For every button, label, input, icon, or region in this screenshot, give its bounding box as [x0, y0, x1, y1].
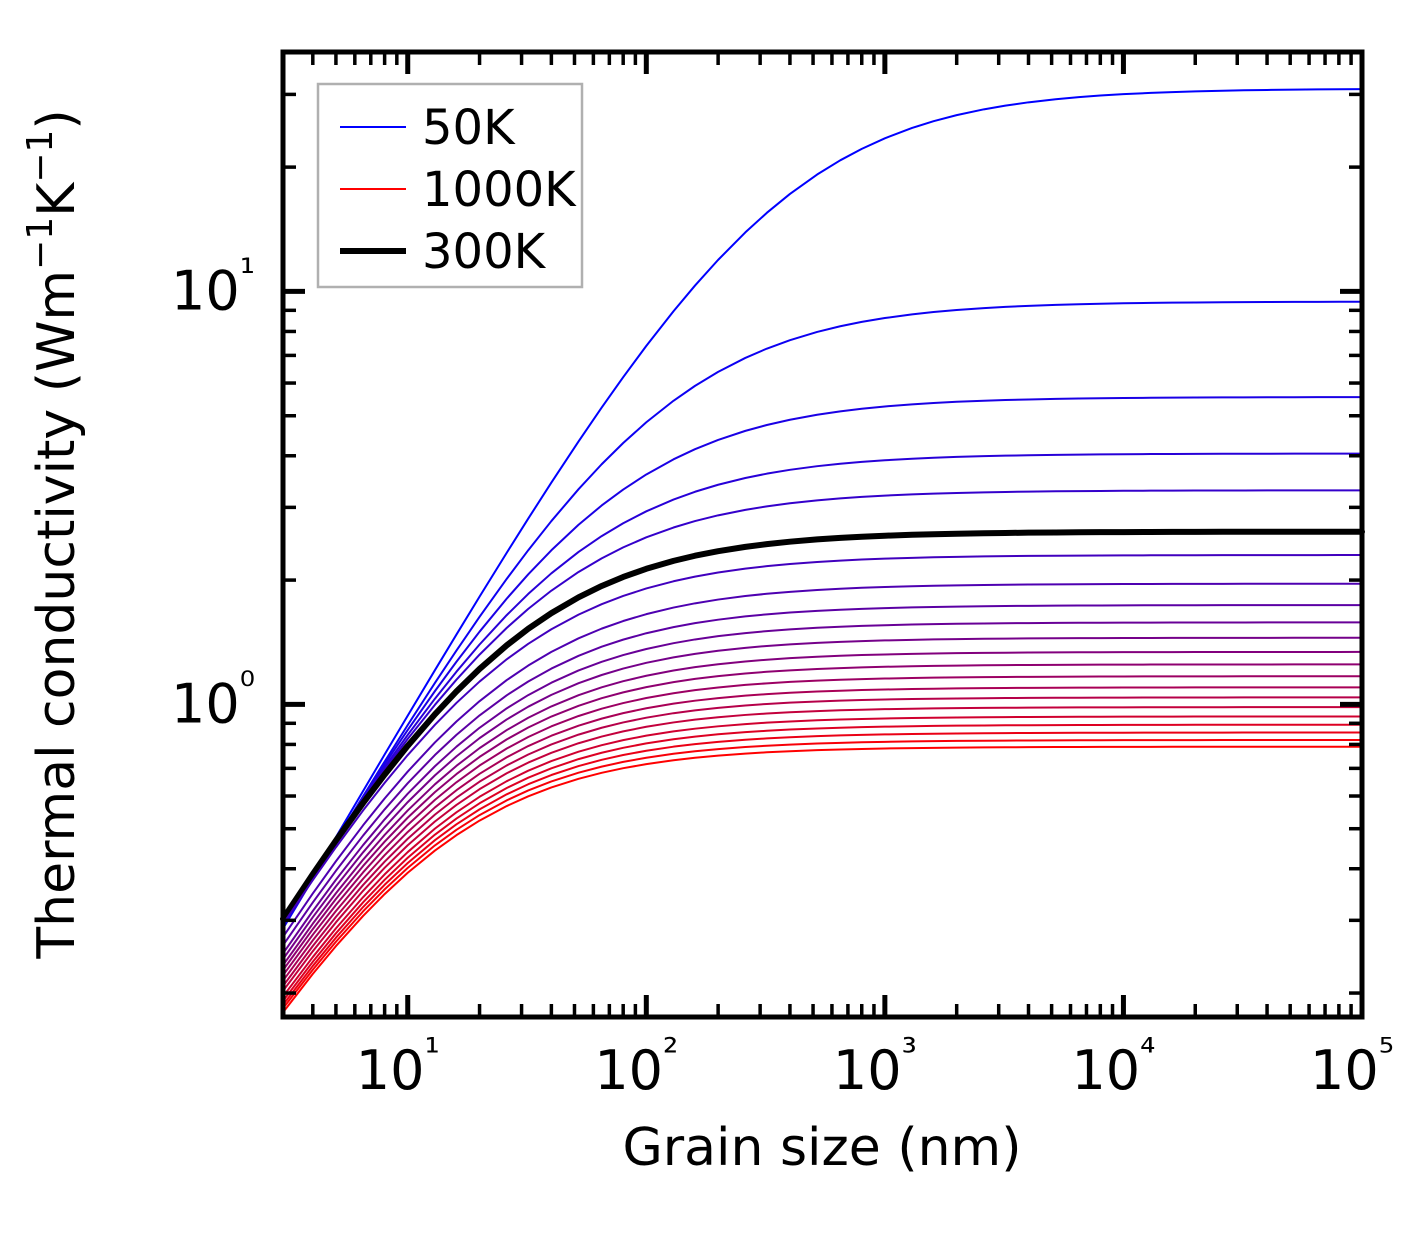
legend-label-1000k: 1000K	[422, 162, 577, 218]
curve-450k	[282, 621, 1363, 955]
tick-label: 10¹	[171, 250, 255, 322]
tick-label: 10²	[594, 1030, 678, 1102]
curve-615k	[282, 675, 1363, 977]
plot-frame	[280, 49, 1365, 1020]
tick-labels-group: 10¹ 10² 10³ 10⁴ 10⁵ 10⁰ 10¹	[171, 250, 1394, 1102]
curve-50k	[282, 88, 1363, 929]
tick-label: 10¹	[356, 1030, 440, 1102]
curve-375k	[282, 582, 1363, 938]
curve-75k	[282, 300, 1363, 930]
curve-300k	[280, 528, 1365, 922]
curve-835k	[282, 723, 1363, 1002]
curve-530k	[282, 650, 1363, 967]
curve-200k	[282, 489, 1363, 922]
curve-570k	[282, 663, 1363, 972]
curve-100k	[282, 396, 1363, 927]
curve-410k	[282, 604, 1363, 947]
tick-label: 10⁵	[1310, 1030, 1394, 1102]
curve-655k	[282, 686, 1363, 982]
data-curves-group	[280, 88, 1365, 1014]
curve-745k	[282, 706, 1363, 992]
curve-1000k	[282, 745, 1363, 1014]
curve-880k	[282, 731, 1363, 1006]
curve-940k	[282, 739, 1363, 1010]
legend-label-50k: 50K	[422, 100, 516, 156]
curve-700k	[282, 696, 1363, 988]
curve-490k	[282, 636, 1363, 961]
curve-340k	[282, 554, 1363, 926]
tick-label: 10³	[833, 1030, 917, 1102]
curve-150k	[282, 452, 1363, 924]
x-axis-label: Grain size (nm)	[622, 1118, 1021, 1178]
legend-label-300k: 300K	[422, 224, 547, 280]
y-axis-label: Thermal conductivity (Wm−1K−1)	[20, 109, 87, 959]
axes-group	[280, 49, 1365, 1020]
curve-790k	[282, 715, 1363, 998]
tick-label: 10⁰	[171, 663, 255, 735]
legend[interactable]: 50K 1000K 300K	[316, 82, 584, 289]
tick-label: 10⁴	[1071, 1030, 1155, 1102]
